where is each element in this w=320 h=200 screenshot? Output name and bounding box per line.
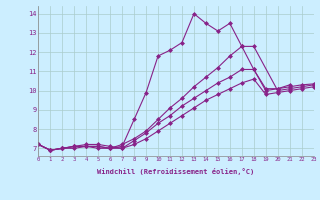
- X-axis label: Windchill (Refroidissement éolien,°C): Windchill (Refroidissement éolien,°C): [97, 168, 255, 175]
